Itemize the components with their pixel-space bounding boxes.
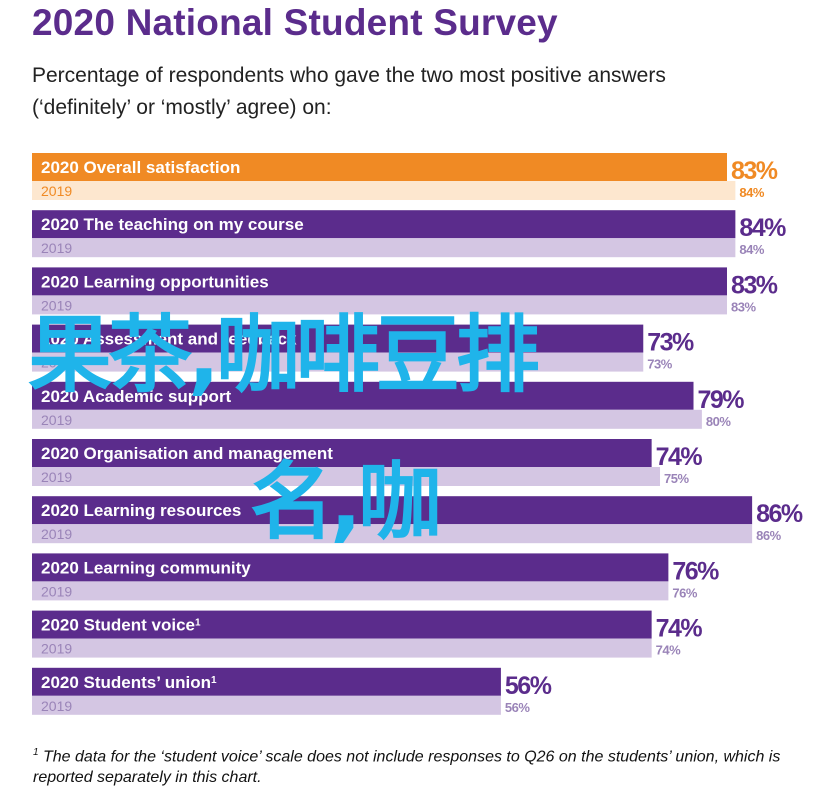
- value-label-2020: 83%: [731, 157, 778, 185]
- value-label-2019: 74%: [656, 643, 681, 658]
- year-2019-label: 2019: [41, 583, 72, 599]
- bar-2020: [32, 667, 501, 696]
- value-label-2020: 74%: [656, 443, 703, 471]
- footnote: 1 The data for the ‘student voice’ scale…: [33, 742, 813, 788]
- year-2019-label: 2019: [41, 641, 72, 657]
- chart-title: 2020 National Student Survey: [32, 2, 558, 43]
- category-label: 2020 Assessment and feedback: [41, 330, 297, 349]
- category-label: 2020 Learning resources: [41, 501, 241, 520]
- value-label-2020: 56%: [505, 672, 552, 700]
- year-2019-label: 2019: [41, 412, 72, 428]
- bar-2019: [32, 409, 702, 429]
- value-label-2020: 76%: [672, 557, 719, 585]
- value-label-2019: 84%: [739, 242, 764, 257]
- bar-2020: [32, 553, 669, 582]
- year-2019-label: 2019: [41, 355, 72, 371]
- year-2019-label: 2019: [41, 526, 72, 542]
- value-label-2020: 86%: [756, 500, 803, 528]
- value-label-2019: 83%: [731, 299, 756, 314]
- bar-2019: [32, 295, 727, 315]
- year-2019-label: 2019: [41, 240, 72, 256]
- bar-2019: [32, 352, 644, 372]
- category-label: 2020 The teaching on my course: [41, 215, 304, 234]
- bar-2020: [32, 439, 652, 467]
- year-2019-label: 2019: [41, 698, 72, 714]
- value-label-2019: 73%: [647, 357, 672, 372]
- value-label-2019: 56%: [505, 700, 530, 715]
- value-label-2020: 79%: [698, 386, 745, 414]
- bar-2019: [32, 238, 736, 258]
- bar-2019: [32, 181, 736, 200]
- value-label-2019: 84%: [739, 185, 764, 200]
- bar-2020: [32, 496, 753, 525]
- value-label-2020: 83%: [731, 271, 778, 299]
- category-label: 2020 Organisation and management: [41, 444, 333, 463]
- category-label: 2020 Student voice1: [41, 616, 201, 635]
- bar-2019: [32, 695, 501, 715]
- bar-2019: [32, 638, 652, 658]
- category-label: 2020 Overall satisfaction: [41, 158, 240, 177]
- bar-2020: [32, 324, 644, 353]
- bar-2020: [32, 267, 727, 296]
- value-label-2020: 84%: [739, 214, 786, 242]
- footnote-text: The data for the ‘student voice’ scale d…: [33, 748, 781, 787]
- category-label: 2020 Learning community: [41, 558, 251, 577]
- bar-2019: [32, 581, 669, 601]
- value-label-2019: 75%: [664, 471, 689, 486]
- bar-2020: [32, 381, 694, 410]
- year-2019-label: 2019: [41, 469, 72, 485]
- year-2019-label: 2019: [41, 183, 72, 199]
- value-label-2020: 74%: [656, 615, 703, 643]
- category-label: 2020 Students’ union1: [41, 673, 217, 692]
- bar-2019: [32, 467, 661, 486]
- value-label-2019: 76%: [672, 585, 697, 600]
- category-label: 2020 Academic support: [41, 387, 232, 406]
- bar-2019: [32, 524, 753, 544]
- value-label-2019: 86%: [756, 528, 781, 543]
- bar-2020: [32, 610, 652, 639]
- value-label-2019: 80%: [706, 414, 731, 429]
- year-2019-label: 2019: [41, 297, 72, 313]
- chart-subtitle: Percentage of respondents who gave the t…: [32, 64, 666, 119]
- bar-2020: [32, 210, 736, 239]
- bar-2020: [32, 153, 727, 181]
- category-label: 2020 Learning opportunities: [41, 272, 269, 291]
- footnote-marker: 1: [33, 747, 39, 758]
- value-label-2020: 73%: [647, 329, 694, 357]
